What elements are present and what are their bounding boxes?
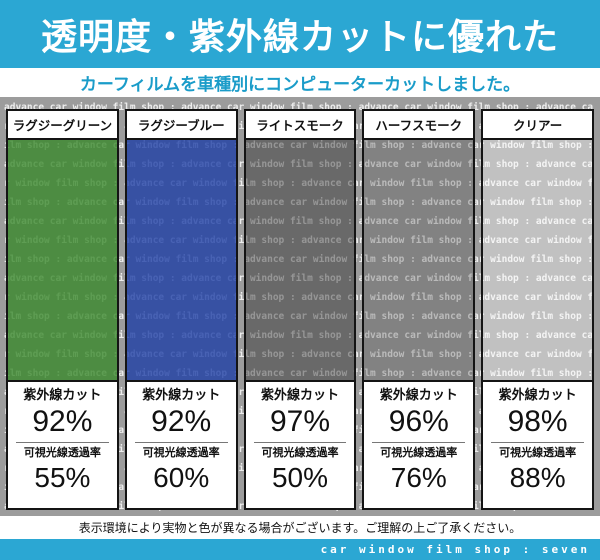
uv-cut-label: 紫外線カット [498,387,577,402]
film-sample [126,140,236,380]
page-title: 透明度・紫外線カットに優れた [40,16,559,57]
vlt-label: 可視光線透過率 [380,447,458,459]
vlt-label: 可視光線透過率 [23,447,101,459]
vlt-value: 55% [34,462,91,493]
stats-box: 紫外線カット 96% 可視光線透過率 76% [364,380,474,508]
uv-cut-value: 98% [507,405,568,438]
uv-cut-label: 紫外線カット [379,387,458,402]
uv-cut-value: 97% [269,405,331,438]
disclaimer-strip: 表示環境により実物と色が異なる場合がございます。ご理解の上ご了承ください。 [0,516,600,539]
subheader: カーフィルムを車種別にコンピューターカットしました。 [0,68,600,97]
vlt-label: 可視光線透過率 [142,447,220,459]
product-name-label: ハーフスモーク [364,111,474,140]
stats-box: 紫外線カット 92% 可視光線透過率 60% [126,380,236,508]
stat-divider [134,442,228,443]
film-sample [483,140,592,380]
stat-divider [16,442,109,443]
product-name-label: クリアー [483,111,592,140]
stats-box: 紫外線カット 97% 可視光線透過率 50% [245,380,355,508]
stats-box: 紫外線カット 92% 可視光線透過率 55% [8,380,117,508]
product-columns: ラグジーグリーン 紫外線カット 92% 可視光線透過率 55% ラグジーブルー … [6,109,594,510]
brand-text: car window film shop : seven [320,543,590,556]
product-name-label: ラグジーブルー [126,111,236,140]
vlt-value: 76% [390,462,447,493]
uv-cut-value: 96% [388,405,449,438]
stats-box: 紫外線カット 98% 可視光線透過率 88% [483,380,592,508]
subtitle-text: カーフィルムを車種別にコンピューターカットしました。 [79,75,521,94]
film-sample [364,140,474,380]
stat-divider [372,442,466,443]
header: 透明度・紫外線カットに優れた [0,0,600,68]
uv-cut-label: 紫外線カット [260,387,339,402]
vlt-value: 88% [509,462,566,493]
vlt-label: 可視光線透過率 [261,447,339,459]
product-column-luxury-blue: ラグジーブルー 紫外線カット 92% 可視光線透過率 60% [124,109,238,510]
product-name-label: ライトスモーク [245,111,355,140]
vlt-value: 50% [271,462,329,493]
uv-cut-label: 紫外線カット [23,387,102,402]
footer-bar: car window film shop : seven [0,539,600,560]
main-area: advance car window film shop : advance c… [0,97,600,516]
product-column-clear: クリアー 紫外線カット 98% 可視光線透過率 88% [481,109,594,510]
vlt-value: 60% [153,462,210,493]
stat-divider [491,442,584,443]
uv-cut-value: 92% [151,405,212,438]
uv-cut-label: 紫外線カット [142,387,221,402]
product-column-luxury-green: ラグジーグリーン 紫外線カット 92% 可視光線透過率 55% [6,109,119,510]
vlt-label: 可視光線透過率 [499,447,577,459]
product-column-light-smoke: ライトスモーク 紫外線カット 97% 可視光線透過率 50% [243,109,357,510]
product-column-half-smoke: ハーフスモーク 紫外線カット 96% 可視光線透過率 76% [362,109,476,510]
film-sample [8,140,117,380]
uv-cut-value: 92% [32,405,93,438]
film-sample [245,140,355,380]
stat-divider [253,442,347,443]
product-name-label: ラグジーグリーン [8,111,117,140]
disclaimer-text: 表示環境により実物と色が異なる場合がございます。ご理解の上ご了承ください。 [78,521,522,535]
